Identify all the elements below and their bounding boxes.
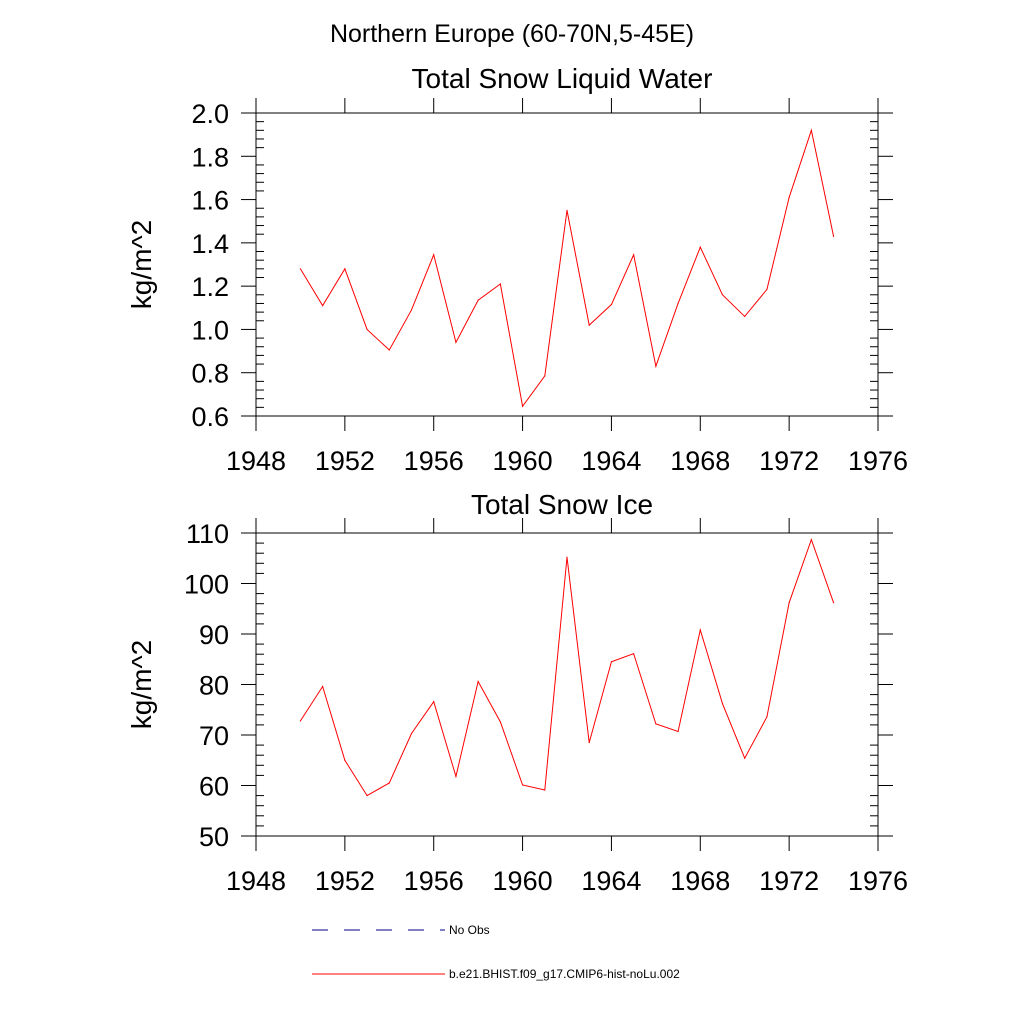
data-point — [810, 538, 812, 541]
data-point — [832, 235, 835, 237]
data-point — [544, 375, 546, 377]
series-line — [300, 128, 835, 408]
data-point — [344, 268, 346, 270]
y-tick-label: 50 — [199, 822, 229, 852]
y-tick-label: 70 — [199, 721, 229, 751]
y-tick-label: 110 — [186, 519, 229, 549]
panel-title: Total Snow Liquid Water — [412, 63, 713, 94]
panel-snow-liquid-water: Total Snow Liquid Water 1948 1952 1956 1960 1… — [126, 63, 908, 476]
x-tick-label: 1956 — [404, 866, 464, 896]
data-point — [455, 775, 457, 778]
data-point — [633, 254, 635, 256]
y-tick-label: 1.4 — [191, 229, 229, 259]
data-point — [322, 685, 324, 688]
series-line — [300, 538, 835, 797]
data-point — [721, 294, 724, 296]
data-point — [344, 759, 346, 761]
y-axis-label: kg/m^2 — [126, 220, 157, 309]
y-tick-label: 1.8 — [191, 142, 229, 172]
plot-frame — [255, 532, 879, 837]
data-point — [521, 405, 524, 407]
panel-title: Total Snow Ice — [471, 489, 653, 520]
figure-title: Northern Europe (60-70N,5-45E) — [330, 20, 694, 48]
data-point — [477, 299, 479, 301]
data-point — [655, 723, 657, 725]
data-point — [410, 732, 413, 735]
data-point — [832, 602, 835, 604]
x-tick-label: 1960 — [493, 866, 553, 896]
x-tick-label: 1960 — [493, 446, 553, 476]
y-tick-label: 80 — [199, 671, 229, 701]
data-point — [699, 629, 701, 631]
data-point — [766, 716, 768, 718]
data-point — [322, 305, 324, 307]
data-point — [766, 288, 768, 290]
data-point — [721, 703, 724, 705]
data-point — [699, 246, 701, 248]
data-point — [388, 349, 390, 351]
y-tick-label: 100 — [184, 570, 229, 600]
y-tick-label: 0.6 — [191, 402, 229, 432]
data-point — [299, 720, 302, 722]
y-tick-label: 1.6 — [191, 186, 229, 216]
y-tick-label: 2.0 — [191, 99, 229, 129]
data-point — [388, 782, 390, 784]
y-tick-label: 60 — [199, 772, 229, 802]
data-point — [788, 196, 790, 199]
x-tick-label: 1976 — [848, 866, 908, 896]
data-point — [744, 315, 746, 318]
y-tick-label: 1.2 — [191, 272, 229, 302]
y-tick-label: 0.8 — [191, 359, 229, 389]
data-point — [588, 741, 590, 744]
data-point — [610, 661, 613, 663]
data-point — [610, 303, 613, 306]
x-tick-label: 1948 — [226, 446, 286, 476]
data-point — [677, 302, 679, 305]
data-point — [366, 328, 368, 331]
data-point — [566, 556, 568, 558]
data-point — [499, 721, 501, 723]
data-point — [677, 730, 679, 733]
y-tick-label: 1.0 — [191, 315, 229, 345]
data-point — [477, 680, 479, 683]
x-tick-label: 1948 — [226, 866, 286, 896]
data-point — [633, 653, 635, 655]
legend: No Obs b.e21.BHIST.f09_g17.CMIP6-hist-no… — [312, 923, 680, 981]
data-point — [455, 341, 457, 344]
x-tick-label: 1972 — [759, 446, 819, 476]
data-point — [410, 309, 413, 311]
x-tick-label: 1964 — [581, 866, 641, 896]
x-tick-label: 1952 — [315, 446, 375, 476]
x-tick-label: 1968 — [670, 866, 730, 896]
x-tick-label: 1972 — [759, 866, 819, 896]
data-point — [433, 701, 435, 703]
data-point — [521, 784, 524, 786]
x-tick-label: 1956 — [404, 446, 464, 476]
plot-frame — [255, 112, 879, 417]
data-point — [433, 254, 435, 256]
data-point — [499, 283, 501, 285]
x-tick-label: 1952 — [315, 866, 375, 896]
y-tick-label: 90 — [199, 620, 229, 650]
data-point — [744, 757, 746, 759]
x-tick-label: 1976 — [848, 446, 908, 476]
panel-snow-ice: Total Snow Ice 1948 1952 1956 1960 1964 1968 19… — [126, 489, 908, 896]
data-point — [544, 789, 546, 791]
data-point — [810, 129, 812, 131]
data-point — [588, 324, 590, 326]
x-tick-label: 1964 — [581, 446, 641, 476]
data-point — [366, 795, 368, 797]
data-point — [788, 602, 790, 604]
data-point — [299, 268, 302, 270]
y-axis-label: kg/m^2 — [126, 640, 157, 729]
data-point — [566, 209, 568, 211]
legend-label-model: b.e21.BHIST.f09_g17.CMIP6-hist-noLu.002 — [449, 967, 680, 981]
legend-label-no-obs: No Obs — [449, 923, 490, 937]
data-point — [655, 365, 657, 367]
x-tick-label: 1968 — [670, 446, 730, 476]
